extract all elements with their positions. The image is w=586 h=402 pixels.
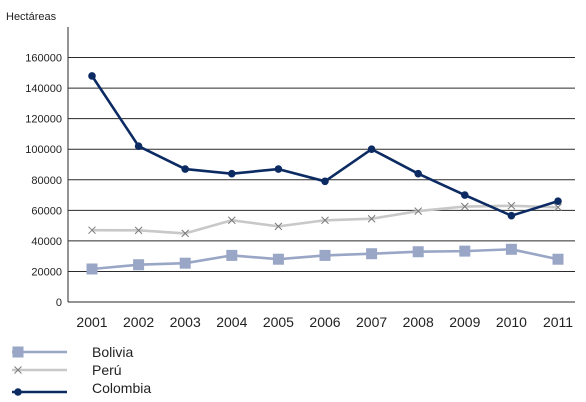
series-colombia bbox=[88, 72, 562, 220]
y-tick-label: 120000 bbox=[25, 114, 62, 126]
legend-marker-peru bbox=[14, 366, 22, 374]
y-tick-label: 60000 bbox=[31, 205, 62, 217]
series-layer bbox=[86, 72, 564, 275]
series-peru bbox=[88, 201, 562, 238]
data-point-colombia bbox=[321, 177, 329, 186]
data-point-peru bbox=[321, 216, 329, 225]
data-point-bolivia bbox=[86, 263, 98, 275]
data-point-colombia bbox=[414, 169, 423, 178]
data-point-peru bbox=[367, 214, 376, 223]
legend-item-bolivia: Bolivia bbox=[12, 344, 133, 360]
data-point-colombia bbox=[274, 165, 283, 173]
legend: Bolivia Perú Colombia bbox=[12, 344, 151, 396]
x-tick-label: 2011 bbox=[543, 314, 573, 330]
x-marker-stroke bbox=[507, 201, 516, 210]
data-point-colombia bbox=[228, 169, 236, 178]
data-point-bolivia bbox=[412, 246, 424, 258]
series-bolivia bbox=[86, 243, 564, 275]
legend-marker-colombia bbox=[14, 388, 22, 396]
data-point-peru bbox=[554, 203, 562, 212]
data-point-bolivia bbox=[459, 245, 471, 257]
data-point-bolivia bbox=[552, 253, 564, 265]
data-point-peru bbox=[88, 226, 96, 235]
series-line-colombia bbox=[90, 75, 559, 217]
x-tick-label: 2009 bbox=[449, 314, 480, 330]
x-marker-stroke bbox=[367, 214, 376, 223]
data-point-bolivia bbox=[226, 249, 238, 261]
data-point-peru bbox=[460, 202, 469, 211]
data-point-colombia bbox=[461, 191, 469, 199]
data-point-colombia bbox=[554, 197, 562, 205]
legend-label-colombia: Colombia bbox=[92, 380, 151, 396]
data-point-bolivia bbox=[319, 249, 331, 261]
data-point-peru bbox=[227, 216, 236, 225]
x-marker-stroke bbox=[134, 226, 143, 235]
x-tick-label: 2002 bbox=[123, 314, 154, 330]
y-tick-label: 40000 bbox=[31, 236, 62, 248]
x-tick-label: 2008 bbox=[403, 314, 434, 330]
x-marker-stroke bbox=[274, 222, 283, 231]
x-marker-stroke bbox=[321, 216, 329, 225]
x-tick-label: 2003 bbox=[170, 314, 201, 330]
legend-item-peru: Perú bbox=[12, 362, 122, 378]
data-point-peru bbox=[181, 229, 190, 238]
axis-layer bbox=[67, 27, 575, 303]
x-marker-stroke bbox=[181, 229, 190, 238]
y-tick-label: 160000 bbox=[25, 53, 62, 65]
data-point-colombia bbox=[367, 145, 376, 154]
grid-layer bbox=[68, 57, 575, 272]
y-tick-label: 100000 bbox=[25, 144, 62, 156]
data-point-bolivia bbox=[366, 248, 378, 260]
legend-marker-bolivia bbox=[12, 346, 24, 358]
data-point-bolivia bbox=[133, 259, 145, 271]
data-point-colombia bbox=[134, 142, 143, 150]
x-marker-stroke bbox=[460, 202, 469, 211]
x-marker-stroke bbox=[414, 207, 423, 215]
legend-item-colombia: Colombia bbox=[12, 380, 151, 396]
data-point-bolivia bbox=[179, 257, 191, 269]
data-point-bolivia bbox=[505, 243, 517, 255]
y-tick-label: 80000 bbox=[31, 175, 62, 187]
data-point-colombia bbox=[88, 72, 96, 80]
x-marker-stroke bbox=[88, 226, 96, 235]
x-tick-labels: 2001 2002 2003 2004 2005 2006 2007 2008 2009 2010… bbox=[76, 314, 573, 330]
data-point-peru bbox=[134, 226, 143, 235]
x-tick-label: 2006 bbox=[309, 314, 340, 330]
y-tick-label: 0 bbox=[56, 297, 62, 309]
x-tick-label: 2001 bbox=[76, 314, 107, 330]
legend-label-peru: Perú bbox=[92, 362, 122, 378]
data-point-bolivia bbox=[272, 253, 284, 265]
x-marker-stroke bbox=[14, 366, 22, 374]
legend-label-bolivia: Bolivia bbox=[92, 344, 133, 360]
data-point-peru bbox=[274, 222, 283, 231]
y-tick-labels: 0 20000 40000 60000 80000 100000 120000 140000 1… bbox=[25, 53, 62, 309]
y-tick-label: 140000 bbox=[25, 83, 62, 95]
x-tick-label: 2005 bbox=[263, 314, 294, 330]
x-marker-stroke bbox=[554, 203, 562, 212]
y-tick-label: 20000 bbox=[31, 266, 62, 278]
y-axis-title: Hectáreas bbox=[6, 11, 57, 23]
data-point-colombia bbox=[181, 165, 189, 173]
data-point-colombia bbox=[507, 211, 516, 220]
x-tick-label: 2007 bbox=[356, 314, 387, 330]
data-point-peru bbox=[414, 207, 423, 215]
x-tick-label: 2010 bbox=[496, 314, 527, 330]
x-tick-label: 2004 bbox=[216, 314, 247, 330]
x-marker-stroke bbox=[227, 216, 236, 225]
data-point-peru bbox=[507, 201, 516, 210]
